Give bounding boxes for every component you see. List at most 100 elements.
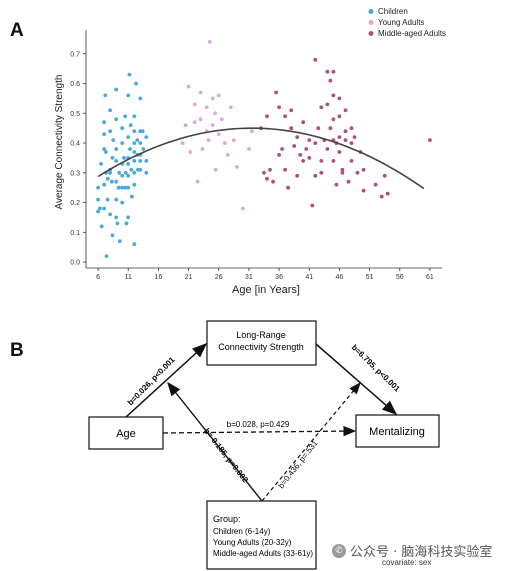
data-point-series-0	[138, 141, 143, 146]
watermark-text: 公众号 · 脑海科技实验室	[350, 545, 493, 560]
group-young-adults: Young Adults (20-32y)	[213, 538, 292, 547]
data-point-series-2	[292, 144, 297, 148]
data-point-series-2	[325, 69, 330, 74]
y-tick-label: 0.1	[70, 230, 80, 237]
data-point-series-0	[126, 162, 131, 166]
data-point-series-0	[138, 96, 143, 101]
data-point-series-1	[231, 138, 236, 143]
data-point-series-0	[96, 209, 100, 214]
data-point-series-0	[114, 215, 119, 220]
x-tick-label: 51	[366, 274, 374, 281]
data-point-series-0	[104, 254, 109, 258]
data-point-series-2	[328, 126, 333, 131]
data-point-series-1	[213, 167, 218, 172]
x-tick-label: 31	[245, 274, 253, 281]
data-point-series-2	[274, 90, 278, 95]
data-point-series-0	[132, 170, 137, 175]
data-point-series-2	[310, 203, 315, 208]
data-point-series-1	[228, 105, 233, 110]
data-point-series-1	[213, 111, 218, 116]
group-middle-aged: Middle-aged Adults (33-61y)	[213, 549, 313, 558]
data-point-series-1	[250, 129, 254, 134]
path-label-group-a: b=-0.185, p=0.002	[202, 427, 250, 485]
data-point-series-2	[343, 138, 348, 143]
group-title: Group:	[213, 514, 241, 524]
data-point-series-2	[271, 179, 275, 184]
arrow-age-to-mentalizing	[162, 425, 357, 437]
x-tick-label: 36	[275, 274, 283, 281]
data-point-series-0	[102, 120, 106, 125]
data-point-series-2	[428, 138, 432, 143]
data-point-series-1	[210, 123, 215, 128]
data-point-series-2	[319, 105, 324, 110]
data-point-series-1	[241, 206, 245, 211]
data-point-series-0	[117, 170, 122, 175]
data-point-series-1	[225, 153, 230, 157]
data-point-series-2	[307, 138, 312, 143]
data-point-series-2	[352, 135, 357, 140]
panel-a-letter: A	[10, 20, 24, 41]
legend-swatch	[368, 20, 374, 25]
y-tick-label: 0.5	[70, 111, 80, 118]
data-point-series-0	[144, 135, 149, 140]
data-point-series-0	[105, 176, 110, 181]
data-point-series-2	[265, 114, 269, 119]
data-point-series-1	[210, 96, 215, 101]
data-point-series-0	[135, 138, 140, 143]
data-point-series-0	[105, 197, 110, 202]
data-point-series-0	[98, 206, 102, 211]
data-point-series-0	[124, 221, 129, 226]
data-point-series-1	[216, 132, 221, 137]
data-point-series-0	[114, 147, 119, 151]
chart-legend: Children Young Adults Middle-aged Adults	[368, 7, 446, 38]
data-point-series-0	[132, 242, 137, 247]
y-tick-label: 0.3	[70, 170, 80, 177]
y-tick-label: 0.7	[70, 51, 80, 58]
data-point-series-2	[349, 159, 354, 163]
data-point-series-2	[334, 182, 339, 187]
data-point-series-0	[123, 185, 128, 190]
data-point-series-1	[222, 141, 227, 146]
data-point-series-0	[117, 239, 122, 244]
data-point-series-2	[283, 167, 287, 172]
data-point-series-2	[343, 129, 348, 134]
data-point-series-1	[247, 147, 251, 151]
data-point-series-2	[262, 170, 266, 175]
data-point-series-2	[277, 153, 281, 157]
data-point-series-2	[268, 167, 272, 172]
data-point-series-0	[110, 233, 115, 238]
data-point-series-2	[313, 57, 318, 62]
data-point-series-0	[114, 197, 119, 202]
lrcs-label-line1: Long-Range	[236, 330, 286, 340]
mentalizing-box	[355, 414, 440, 448]
data-point-series-2	[331, 117, 336, 122]
data-point-series-2	[301, 159, 306, 163]
x-tick-label: 41	[305, 274, 313, 281]
data-point-series-2	[346, 179, 351, 184]
data-point-series-1	[183, 123, 188, 128]
y-axis-label: Average Connectivity Strength	[54, 75, 65, 210]
data-point-series-0	[132, 159, 137, 163]
data-point-series-0	[132, 182, 137, 187]
data-point-series-1	[234, 165, 239, 169]
scatter-chart: Average Connectivity Strength Age [in Ye…	[54, 7, 446, 296]
mediation-diagram: Long-Range Connectivity Strength Age Men…	[88, 320, 440, 570]
data-point-series-2	[298, 153, 303, 157]
fit-curve	[97, 127, 425, 190]
arrow-lrcs-to-mentalizing	[315, 343, 398, 415]
data-point-series-1	[198, 117, 203, 122]
data-point-series-0	[132, 114, 137, 119]
data-point-series-0	[128, 147, 132, 151]
data-point-series-2	[337, 150, 342, 154]
legend-swatch	[368, 9, 374, 14]
x-tick-label: 11	[125, 274, 132, 281]
data-point-series-2	[277, 105, 281, 110]
data-point-series-2	[373, 182, 378, 187]
data-point-series-2	[319, 170, 324, 175]
data-point-series-2	[280, 147, 284, 151]
data-point-series-0	[108, 108, 112, 113]
legend-label: Children	[378, 7, 408, 16]
data-point-series-0	[102, 147, 106, 151]
data-point-series-2	[382, 173, 387, 178]
data-point-series-2	[325, 102, 330, 107]
